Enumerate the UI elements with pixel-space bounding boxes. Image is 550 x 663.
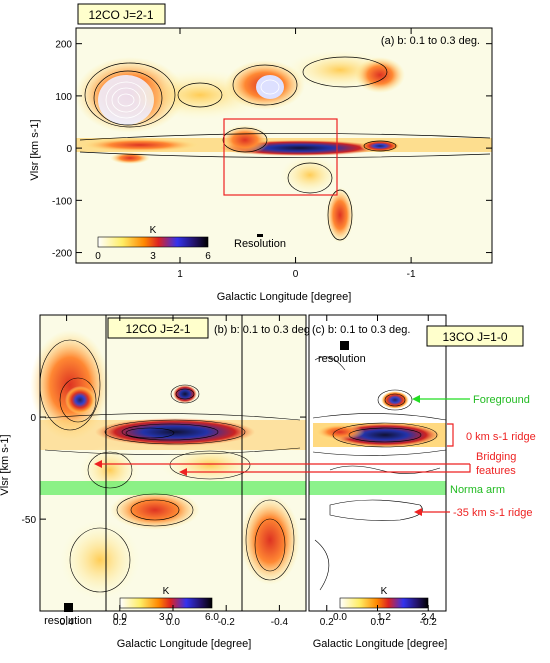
panel-c-title-badge: 13CO J=1-0 <box>426 325 524 347</box>
panel-b-title: 12CO J=2-1 <box>125 322 190 336</box>
panel-b-x-label: Galactic Longitude [degree] <box>117 638 252 650</box>
panel-a-title-badge: 12CO J=2-1 <box>77 3 166 25</box>
colorbar-tick-2: 2.4 <box>421 612 435 623</box>
colorbar-tick-0: 0 <box>95 251 101 262</box>
panel-b-x-axis: 0.4 0.2 0.0 -0.2 -0.4 <box>60 315 289 628</box>
panel-b-title-box <box>107 317 209 339</box>
panel-c-resolution-label: resolution <box>318 353 366 365</box>
bridging-arrow-lower-head <box>94 460 102 468</box>
colorbar-tick-1: 3 <box>150 251 156 262</box>
panel-b-title-badge: 12CO J=2-1 <box>107 317 209 339</box>
annotations: Foreground 0 km s-1 ridge Bridging featu… <box>94 394 536 519</box>
panel-a-x-axis: 1 0 -1 <box>177 28 416 280</box>
panel-c-x-axis: 0.2 0.0 -0.2 <box>320 315 437 628</box>
panel-c-contours <box>312 356 447 591</box>
panel-c-title: 13CO J=1-0 <box>442 330 507 344</box>
panel-c-resolution-marker <box>340 341 349 350</box>
x-tick-label-1: 0 <box>293 269 299 280</box>
panel-b-norma-band <box>40 481 306 495</box>
x-tick-label-1: 0.0 <box>371 617 385 628</box>
panel-a-resolution-label: Resolution <box>234 238 286 250</box>
panel-a-colorbar <box>97 236 209 248</box>
y-tick-label-1: 100 <box>55 92 72 103</box>
panel-b: K 0.0 3.0 6.0 resolution 12CO J=2-1 (b) b:… <box>0 314 313 650</box>
panel-b-colorbar-label: K <box>163 586 170 597</box>
panel-b-subtitle: (b) b: 0.1 to 0.3 deg. <box>214 324 313 336</box>
panel-b-resolution-marker <box>64 603 73 612</box>
x-tick-label-1: 0.2 <box>113 617 127 628</box>
x-tick-label-0: 0.2 <box>320 617 334 628</box>
panel-b-y-axis: 0 -50 <box>22 413 306 526</box>
foreground-label: Foreground <box>473 394 530 406</box>
bridging-arrow-upper <box>185 464 471 473</box>
panel-c-norma-band <box>309 481 446 495</box>
panel-a-colorbar-label: K <box>150 225 157 236</box>
colorbar-tick-1: 3.0 <box>159 612 173 623</box>
panel-a-y-label: Vlsr [km s-1] <box>29 119 41 180</box>
x-tick-label-2: -1 <box>407 269 416 280</box>
panel-c-x-label: Galactic Longitude [degree] <box>313 638 448 650</box>
colorbar-tick-2: 6 <box>205 251 211 262</box>
bridging-label-line2: features <box>476 465 516 477</box>
panel-a-colorbar-ticks: 0 3 6 <box>95 251 211 262</box>
colorbar-tick-1: 1.2 <box>377 612 391 623</box>
panel-c-subtitle: (c) b: 0.1 to 0.3 deg. <box>312 324 410 336</box>
panel-c: K 0.0 1.2 2.4 resolution (c) b: 0.1 to 0.3… <box>308 314 524 650</box>
ridge0-bracket <box>447 423 454 447</box>
panel-b-resolution-label: resolution <box>44 615 92 627</box>
panel-c-colorbar-label: K <box>381 586 388 597</box>
foreground-arrow-head <box>412 395 420 403</box>
ridge35-arrow-head <box>414 508 422 516</box>
bridging-label-line1: Bridging <box>476 451 516 463</box>
panel-a-frame <box>75 27 493 264</box>
panel-a-title-box <box>77 3 166 25</box>
panel-b-contours <box>39 339 301 593</box>
y-tick-label-4: -200 <box>52 249 72 260</box>
colorbar-tick-0: 0.0 <box>333 612 347 623</box>
x-tick-label-3: -0.2 <box>218 617 236 628</box>
bridging-arrow-upper-head <box>179 468 187 476</box>
ridge35-label: -35 km s-1 ridge <box>453 507 532 519</box>
panel-c-title-box <box>426 325 524 347</box>
x-tick-label-0: 1 <box>177 269 183 280</box>
y-tick-label-0: 200 <box>55 40 72 51</box>
panel-b-colorbar-ticks: 0.0 3.0 6.0 <box>113 612 219 623</box>
panel-a-white-contours <box>105 79 280 119</box>
y-tick-label-2: 0 <box>66 144 72 155</box>
panel-a-title: 12CO J=2-1 <box>88 8 153 22</box>
panel-a-y-axis: 200 100 0 -100 -200 <box>52 40 492 260</box>
panel-a-zoom-box <box>223 118 338 196</box>
ridge0-label: 0 km s-1 ridge <box>466 431 536 443</box>
x-tick-label-2: 0.0 <box>166 617 180 628</box>
y-tick-label-1: -50 <box>22 515 37 526</box>
panel-b-colorbar <box>119 597 213 609</box>
x-tick-label-4: -0.4 <box>271 617 289 628</box>
y-tick-label-0: 0 <box>30 413 36 424</box>
panel-b-y-label: Vlsr [km s-1] <box>0 434 11 495</box>
colorbar-tick-2: 6.0 <box>205 612 219 623</box>
x-tick-label-0: 0.4 <box>60 617 74 628</box>
norma-label: Norma arm <box>450 484 505 496</box>
panel-c-colorbar-ticks: 0.0 1.2 2.4 <box>333 612 435 623</box>
x-tick-label-2: -0.2 <box>420 617 438 628</box>
panel-a-resolution-marker <box>257 234 263 237</box>
colorbar-tick-0: 0.0 <box>113 612 127 623</box>
panel-c-background <box>309 315 446 611</box>
panel-a-x-label: Galactic Longitude [degree] <box>217 291 352 303</box>
panel-c-colorbar <box>339 597 429 609</box>
y-tick-label-3: -100 <box>52 196 72 207</box>
panel-a-subtitle: (a) b: 0.1 to 0.3 deg. <box>381 35 480 47</box>
panel-a-contours <box>79 56 491 241</box>
